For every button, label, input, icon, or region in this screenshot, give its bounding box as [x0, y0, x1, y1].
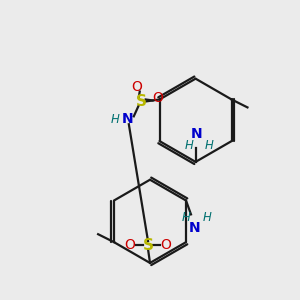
- Text: H: H: [111, 113, 120, 126]
- Text: O: O: [152, 92, 163, 106]
- Text: H: H: [185, 139, 194, 152]
- Text: O: O: [160, 238, 171, 252]
- Text: O: O: [131, 80, 142, 94]
- Text: H: H: [182, 211, 191, 224]
- Text: H: H: [205, 139, 213, 152]
- Text: N: N: [122, 112, 134, 126]
- Text: N: N: [189, 221, 201, 235]
- Text: S: S: [136, 94, 147, 109]
- Text: O: O: [125, 238, 136, 252]
- Text: N: N: [191, 127, 203, 141]
- Text: S: S: [142, 238, 154, 253]
- Text: H: H: [203, 211, 212, 224]
